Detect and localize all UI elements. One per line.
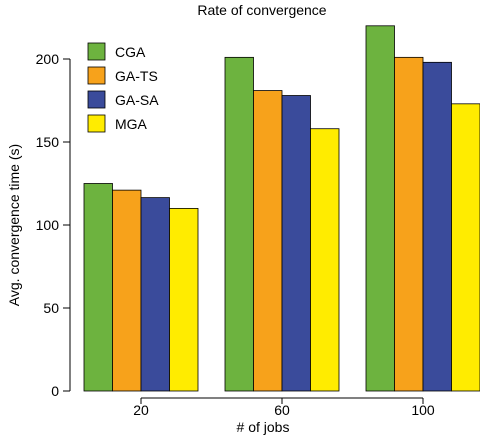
legend-label-mga: MGA bbox=[115, 116, 148, 132]
x-tick-label: 20 bbox=[133, 402, 149, 418]
y-tick-label: 0 bbox=[51, 383, 59, 399]
bar-ga-ts-60 bbox=[253, 90, 283, 392]
bar-ga-sa-100 bbox=[422, 61, 452, 392]
y-tick-label: 100 bbox=[36, 217, 60, 233]
bar-mga-20 bbox=[169, 207, 199, 392]
bar-cga-20 bbox=[83, 183, 113, 392]
legend-swatch-ga-sa bbox=[87, 90, 106, 109]
x-axis-label: # of jobs bbox=[237, 419, 290, 435]
chart-title: Rate of convergence bbox=[197, 2, 326, 18]
legend-label-cga: CGA bbox=[115, 44, 146, 60]
bar-ga-ts-100 bbox=[394, 56, 424, 392]
bar-mga-100 bbox=[451, 103, 480, 392]
y-tick-label: 200 bbox=[36, 51, 60, 67]
y-tick-label: 50 bbox=[43, 300, 59, 316]
legend-label-ga-ts: GA-TS bbox=[115, 68, 158, 84]
legend: CGA GA-TS GA-SA MGA bbox=[87, 42, 159, 133]
bar-ga-sa-60 bbox=[281, 95, 311, 392]
bar-cga-60 bbox=[224, 56, 254, 392]
y-tick-label: 150 bbox=[36, 134, 60, 150]
legend-swatch-mga bbox=[87, 114, 106, 133]
y-axis-label: Avg. convergence time (s) bbox=[6, 144, 22, 306]
bars-group bbox=[83, 25, 480, 392]
y-axis: 0 50 100 150 200 bbox=[36, 51, 71, 399]
legend-label-ga-sa: GA-SA bbox=[115, 92, 159, 108]
bar-mga-60 bbox=[310, 128, 340, 392]
bar-ga-ts-20 bbox=[112, 189, 142, 392]
bar-ga-sa-20 bbox=[140, 197, 170, 392]
legend-swatch-ga-ts bbox=[87, 66, 106, 85]
bar-cga-100 bbox=[365, 25, 395, 392]
x-tick-label: 60 bbox=[274, 402, 290, 418]
x-axis: 20 60 100 bbox=[133, 397, 435, 418]
x-tick-label: 100 bbox=[411, 402, 435, 418]
legend-swatch-cga bbox=[87, 42, 106, 61]
